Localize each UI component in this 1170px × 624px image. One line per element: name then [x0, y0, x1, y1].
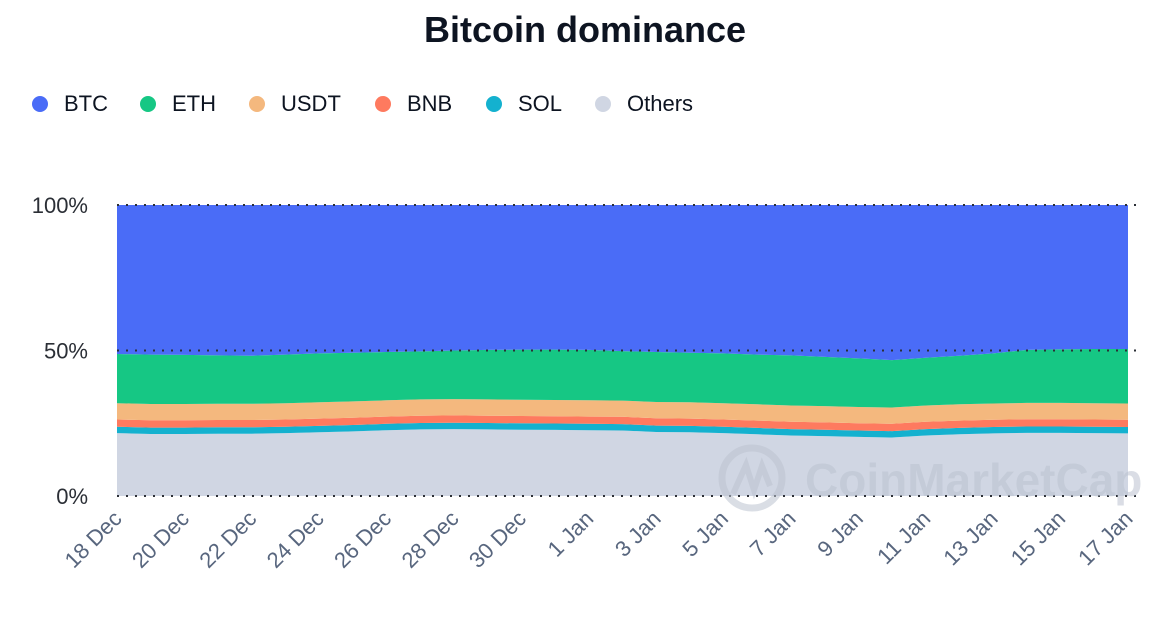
legend-item-eth[interactable]: ETH	[140, 91, 216, 116]
y-tick-label: 100%	[32, 193, 88, 218]
legend: BTC ETH USDT BNB SOL Others	[32, 91, 693, 116]
x-tick-label: 24 Dec	[262, 506, 329, 573]
legend-label: USDT	[281, 91, 341, 116]
legend-item-bnb[interactable]: BNB	[375, 91, 452, 116]
x-tick-label: 28 Dec	[397, 506, 464, 573]
watermark-logo: CoinMarketCap	[718, 444, 1142, 512]
legend-swatch	[375, 96, 391, 112]
legend-item-others[interactable]: Others	[595, 91, 693, 116]
y-tick-label: 0%	[56, 484, 88, 509]
legend-label: BNB	[407, 91, 452, 116]
x-tick-label: 30 Dec	[464, 506, 531, 573]
x-tick-label: 3 Jan	[610, 506, 666, 562]
legend-item-btc[interactable]: BTC	[32, 91, 108, 116]
x-tick-label: 9 Jan	[812, 506, 868, 562]
legend-swatch	[249, 96, 265, 112]
chart-title: Bitcoin dominance	[424, 9, 746, 50]
legend-label: Others	[627, 91, 693, 116]
legend-label: SOL	[518, 91, 562, 116]
area-sol	[117, 422, 1128, 438]
x-tick-label: 11 Jan	[872, 506, 935, 569]
legend-item-usdt[interactable]: USDT	[249, 91, 341, 116]
y-tick-label: 50%	[44, 339, 88, 364]
legend-swatch	[32, 96, 48, 112]
area-bnb	[117, 415, 1128, 432]
x-tick-label: 20 Dec	[127, 506, 194, 573]
x-tick-label: 1 Jan	[543, 506, 599, 562]
area-eth	[117, 349, 1128, 408]
area-btc	[117, 205, 1128, 361]
svg-text:CoinMarketCap: CoinMarketCap	[805, 454, 1142, 506]
x-axis: 18 Dec 20 Dec 22 Dec 24 Dec 26 Dec 28 Dec 30 D…	[60, 506, 1138, 573]
x-tick-label: 18 Dec	[60, 506, 127, 573]
y-axis: 0% 50% 100%	[32, 193, 88, 509]
legend-swatch	[595, 96, 611, 112]
legend-label: BTC	[64, 91, 108, 116]
legend-item-sol[interactable]: SOL	[486, 91, 562, 116]
x-tick-label: 26 Dec	[329, 506, 396, 573]
x-tick-label: 17 Jan	[1073, 506, 1137, 570]
stacked-areas	[117, 205, 1128, 496]
x-tick-label: 7 Jan	[745, 506, 801, 562]
x-tick-label: 13 Jan	[938, 506, 1002, 570]
area-usdt	[117, 399, 1128, 424]
legend-swatch	[486, 96, 502, 112]
legend-swatch	[140, 96, 156, 112]
x-tick-label: 15 Jan	[1006, 506, 1070, 570]
x-tick-label: 5 Jan	[677, 506, 733, 562]
legend-label: ETH	[172, 91, 216, 116]
area-others	[117, 429, 1128, 496]
x-tick-label: 22 Dec	[194, 506, 261, 573]
